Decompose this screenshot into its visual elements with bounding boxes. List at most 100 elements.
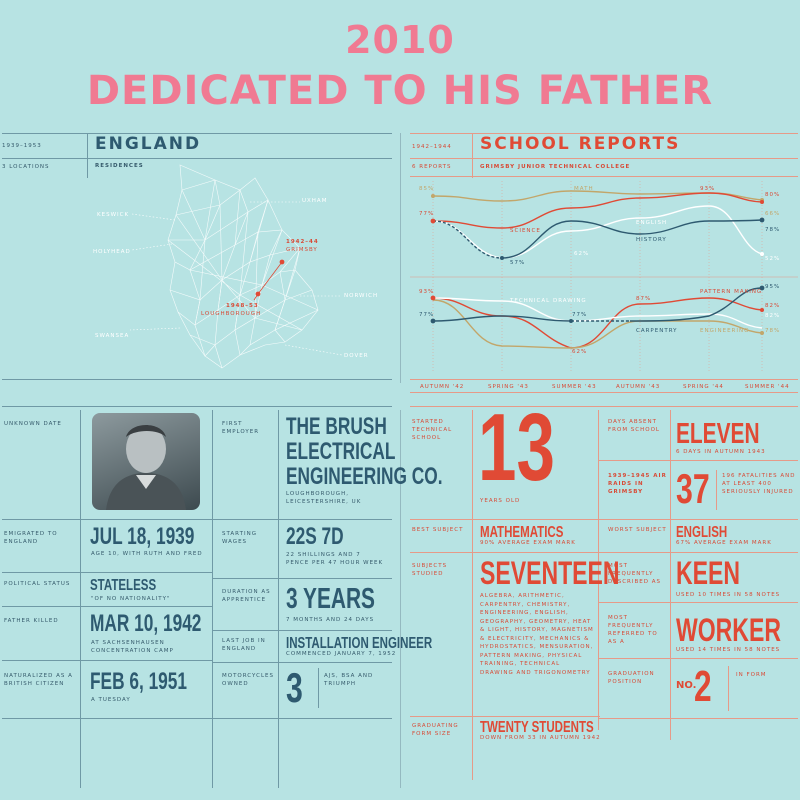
studied-value: SEVENTEEN — [480, 555, 620, 591]
referred-note: USED 14 TIMES IN 58 NOTES — [676, 647, 781, 653]
raids-note: 196 FATALITIES AND AT LEAST 400 SERIOUSL… — [722, 473, 796, 495]
worst-label: WORST SUBJECT — [608, 527, 667, 533]
divider — [87, 133, 88, 178]
lastjob-value: INSTALLATION ENGINEER — [286, 635, 433, 652]
divider — [2, 519, 392, 520]
emigrated-value: JUL 18, 1939 — [90, 523, 195, 550]
father-note: AT SACHSENHAUSEN CONCENTRATION CAMP — [91, 640, 174, 654]
divider — [2, 158, 392, 159]
form-note: DOWN FROM 33 IN AUTUMN 1942 — [480, 735, 601, 741]
employer-line: ENGINEERING CO. — [286, 463, 443, 490]
term-label: SUMMER '44 — [745, 384, 790, 390]
map-label-loughborough: LOUGHBOROUGH — [201, 311, 262, 317]
worst-note: 67% AVERAGE EXAM MARK — [676, 540, 772, 546]
graduation-no: NO. — [676, 680, 697, 691]
lastjob-note: COMMENCED JANUARY 7, 1952 — [286, 651, 397, 657]
best-value: MATHEMATICS — [480, 524, 564, 541]
started-value: 13 — [478, 394, 555, 501]
graduation-value: 2 — [694, 662, 712, 711]
naturalized-value: FEB 6, 1951 — [90, 668, 188, 695]
father-value: MAR 10, 1942 — [90, 610, 202, 637]
chart1-label: 85% — [419, 186, 435, 192]
chart2-label: PATTERN MAKING — [700, 289, 763, 295]
divider — [410, 158, 798, 159]
school-report-charts — [410, 181, 798, 371]
term-label: AUTUMN '43 — [616, 384, 661, 390]
political-note: "OF NO NATIONALITY" — [91, 596, 171, 602]
england-title: ENGLAND — [95, 134, 202, 154]
chart2-label: 95% — [765, 284, 781, 290]
divider — [410, 176, 798, 177]
chart2-label: 82% — [765, 313, 781, 319]
divider — [80, 410, 81, 788]
chart1-label: 66% — [765, 211, 781, 217]
divider — [598, 718, 798, 719]
graduation-note: IN FORM — [736, 672, 767, 678]
political-label: POLITICAL STATUS — [4, 581, 71, 587]
employer-name: THE BRUSH ELECTRICAL ENGINEERING CO. — [286, 414, 446, 489]
divider — [318, 668, 319, 708]
divider — [2, 606, 212, 607]
divider — [598, 602, 798, 603]
map-label-loughborough-years: 1948–53 — [226, 303, 259, 309]
started-label: STARTED TECHNICAL SCHOOL — [412, 419, 453, 441]
divider — [212, 662, 392, 663]
divider — [598, 460, 798, 461]
apprentice-value: 3 YEARS — [286, 583, 375, 615]
divider — [598, 410, 599, 730]
chart1-label: ENGLISH — [636, 220, 668, 226]
header-dedication: DEDICATED TO HIS FATHER — [86, 68, 714, 114]
term-label: AUTUMN '42 — [420, 384, 465, 390]
best-label: BEST SUBJECT — [412, 527, 464, 533]
divider — [728, 666, 729, 711]
chart1-label: MATH — [574, 186, 594, 192]
employer-label: FIRST EMPLOYER — [222, 421, 260, 435]
graduation-label: GRADUATION POSITION — [608, 671, 655, 685]
started-note: YEARS OLD — [480, 498, 521, 504]
motorcycles-value: 3 — [286, 664, 303, 711]
chart1-label: HISTORY — [636, 237, 667, 243]
chart2-label: TECHNICAL DRAWING — [510, 298, 587, 304]
emigrated-note: AGE 10, WITH RUTH AND FRED — [91, 551, 203, 557]
chart1-label: 78% — [765, 227, 781, 233]
chart2-label: ENGINEERING — [700, 328, 750, 334]
map-label-dover: DOVER — [344, 353, 369, 359]
map-label-grimsby: GRIMSBY — [286, 247, 318, 253]
chart2-label: 82% — [765, 303, 781, 309]
map-label-grimsby-years: 1942–44 — [286, 239, 319, 245]
studied-note: ALGEBRA, ARITHMETIC, CARPENTRY, CHEMISTR… — [480, 593, 594, 676]
reports-count: 6 REPORTS — [412, 164, 452, 170]
lastjob-label: LAST JOB IN ENGLAND — [222, 638, 266, 652]
best-note: 90% AVERAGE EXAM MARK — [480, 540, 576, 546]
divider — [472, 133, 473, 178]
map-label-keswick: KESWICK — [97, 212, 130, 218]
raids-label: 1939–1945 AIR RAIDS IN GRIMSBY — [608, 473, 667, 495]
described-note: USED 10 TIMES IN 58 NOTES — [676, 592, 781, 598]
emigrated-label: EMIGRATED TO ENGLAND — [4, 531, 58, 545]
form-value: TWENTY STUDENTS — [480, 719, 594, 736]
divider — [598, 658, 798, 659]
described-value: KEEN — [676, 555, 741, 591]
divider — [2, 660, 212, 661]
england-locations: 3 LOCATIONS — [2, 164, 50, 170]
divider — [410, 552, 798, 553]
chart2-label: 78% — [765, 328, 781, 334]
employer-line: ELECTRICAL — [286, 438, 396, 465]
center-divider — [400, 133, 401, 383]
divider — [278, 410, 279, 788]
studied-label: SUBJECTS STUDIED — [412, 563, 448, 577]
chart1-label: 57% — [510, 260, 526, 266]
divider — [670, 410, 671, 740]
chart2-label: CARPENTRY — [636, 328, 678, 334]
absent-value: ELEVEN — [676, 418, 760, 450]
england-residences: RESIDENCES — [95, 163, 144, 169]
wages-note: 22 SHILLINGS AND 7 PENCE PER 47 HOUR WEE… — [286, 552, 384, 566]
england-network-map — [129, 164, 343, 369]
divider — [2, 572, 212, 573]
employer-location: LOUGHBOROUGH, LEICESTERSHIRE, UK — [286, 491, 362, 505]
divider — [472, 410, 473, 780]
map-label-norwich: NORWICH — [344, 293, 379, 299]
motorcycles-note: AJS, BSA AND TRIUMPH — [324, 673, 374, 687]
map-label-holyhead: HOLYHEAD — [93, 249, 131, 255]
unknown-date-label: UNKNOWN DATE — [4, 421, 62, 427]
